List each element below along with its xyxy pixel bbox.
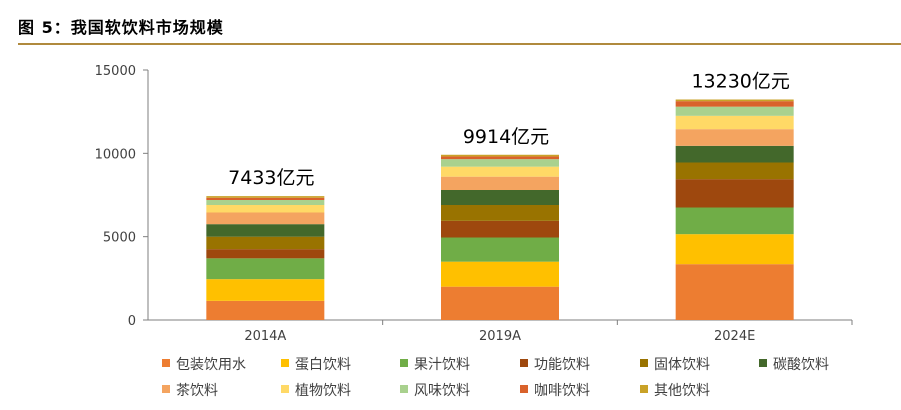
legend-label: 风味饮料 — [414, 383, 470, 399]
bar-segment — [675, 234, 794, 265]
legend-item: 功能饮料 — [520, 357, 590, 373]
bar-segment — [441, 237, 559, 262]
total-value-label: 7433亿元 — [228, 167, 314, 189]
legend-label: 固体饮料 — [654, 357, 710, 373]
bar-segment — [441, 261, 559, 287]
legend-label: 植物饮料 — [295, 383, 351, 399]
y-tick-label: 10000 — [95, 147, 136, 162]
y-tick-label: 5000 — [103, 231, 136, 246]
bar-segment — [206, 249, 325, 259]
bar-segment — [441, 159, 559, 167]
x-tick-label: 2014A — [244, 329, 286, 344]
bar-segment — [206, 196, 325, 198]
legend-item: 咖啡饮料 — [520, 383, 590, 399]
figure-title: 图 5：我国软饮料市场规模 — [18, 18, 224, 37]
legend-label: 功能饮料 — [534, 357, 590, 373]
bar-segment — [206, 200, 325, 205]
bar-segment — [675, 264, 794, 320]
bar-segment — [675, 129, 794, 146]
y-tick-label: 0 — [128, 314, 136, 329]
bar-segment — [675, 145, 794, 163]
y-tick-label: 15000 — [95, 64, 136, 79]
legend-item: 植物饮料 — [281, 383, 351, 399]
bar-segment — [675, 106, 794, 116]
bar-segment — [675, 162, 794, 180]
legend-swatch — [759, 359, 767, 367]
bar-segment — [675, 115, 794, 130]
title-divider — [18, 43, 901, 45]
legend-label: 其他饮料 — [654, 383, 710, 399]
legend-swatch — [281, 359, 289, 367]
bar-groups — [206, 99, 794, 320]
bar-segment — [441, 286, 559, 320]
legend-swatch — [640, 385, 648, 393]
legend-item: 其他饮料 — [640, 383, 710, 399]
bar-segment — [206, 224, 325, 237]
legend-swatch — [162, 385, 170, 393]
legend-swatch — [520, 385, 528, 393]
total-labels: 7433亿元 9914亿元 13230亿元 — [228, 71, 790, 190]
legend-swatch — [400, 385, 408, 393]
bar-segment — [441, 154, 559, 157]
figure-header: 图 5：我国软饮料市场规模 — [18, 14, 901, 44]
total-value-label: 9914亿元 — [463, 126, 549, 148]
bar-segment — [675, 99, 794, 102]
bar-segment — [675, 207, 794, 235]
bar-segment — [441, 205, 559, 221]
bar-segment — [206, 236, 325, 250]
legend-item: 果汁饮料 — [400, 357, 470, 373]
legend-label: 咖啡饮料 — [534, 383, 590, 399]
x-tick-label: 2024E — [714, 329, 755, 344]
legend-swatch — [281, 385, 289, 393]
legend-swatch — [520, 359, 528, 367]
bar-segment — [441, 190, 559, 205]
legend-item: 固体饮料 — [640, 357, 710, 373]
legend-label: 蛋白饮料 — [295, 357, 351, 373]
legend-swatch — [640, 359, 648, 367]
legend-label: 茶饮料 — [176, 383, 218, 399]
bar-segment — [441, 220, 559, 238]
legend-item: 茶饮料 — [162, 383, 218, 399]
legend-label: 碳酸饮料 — [773, 357, 829, 373]
bar-segment — [675, 101, 794, 107]
legend-label: 包装饮用水 — [176, 357, 246, 373]
bar-segment — [206, 205, 325, 213]
bar-stack-2019A — [441, 154, 559, 320]
legend-swatch — [162, 359, 170, 367]
bar-segment — [206, 212, 325, 225]
bar-segment — [675, 179, 794, 208]
legend-item: 风味饮料 — [400, 383, 470, 399]
bar-segment — [441, 156, 559, 160]
legend-item: 碳酸饮料 — [759, 357, 829, 373]
total-value-label: 13230亿元 — [691, 71, 789, 93]
legend-item: 包装饮用水 — [162, 357, 246, 373]
bar-segment — [206, 300, 325, 320]
legend-item: 蛋白饮料 — [281, 357, 351, 373]
bar-segment — [206, 258, 325, 280]
bar-stack-2014A — [206, 196, 325, 320]
bar-segment — [206, 279, 325, 301]
bar-segment — [206, 197, 325, 200]
bar-segment — [441, 166, 559, 177]
bar-segment — [441, 176, 559, 190]
bar-stack-2024E — [675, 99, 794, 320]
legend-swatch — [400, 359, 408, 367]
legend-label: 果汁饮料 — [414, 357, 470, 373]
x-tick-label: 2019A — [479, 329, 521, 344]
